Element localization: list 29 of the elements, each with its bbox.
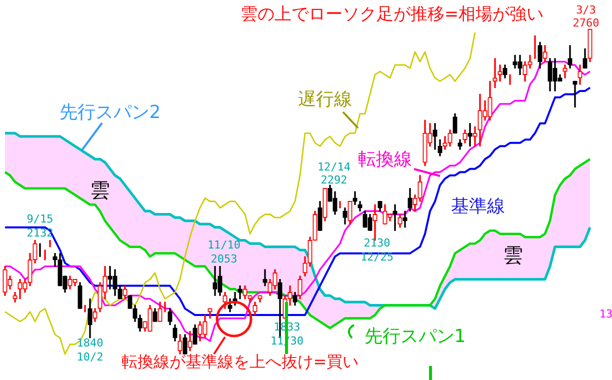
candlestick [402,210,408,228]
annotation: 9/15 [26,212,54,226]
annotation: 12/14 [317,160,351,174]
candlestick [572,80,578,108]
annotation: 12/25 [360,250,394,264]
annotation: 雲 [90,178,110,202]
series-label: 先行スパン1 [364,326,466,347]
candlestick [492,58,498,88]
candlestick [392,204,398,231]
chart-title: 雲の上でローソク足が推移=相場が強い [240,4,544,24]
annotation: 雲 [503,243,523,267]
annotation: 2053 [210,252,238,266]
candlestick [262,269,268,286]
series-label: 基準線 [451,196,505,217]
text: 13 [599,308,612,320]
annotation: 転換線が基準線を上へ抜け=買い [121,352,359,371]
series-label: 遅行線 [298,89,352,110]
annotation: 2292 [320,174,348,186]
series-label: 転換線 [358,149,412,170]
series-label: 先行スパン2 [59,102,161,123]
annotation: 11/10 [207,238,241,252]
annotation: 1840 [76,336,104,350]
candlestick [468,123,472,146]
annotation: 2760 [572,16,600,30]
annotation: 2130 [364,236,390,250]
candlestick [472,126,478,146]
candlestick [498,64,502,82]
annotation: 10/2 [76,350,104,364]
text: 3/3 [576,4,596,16]
